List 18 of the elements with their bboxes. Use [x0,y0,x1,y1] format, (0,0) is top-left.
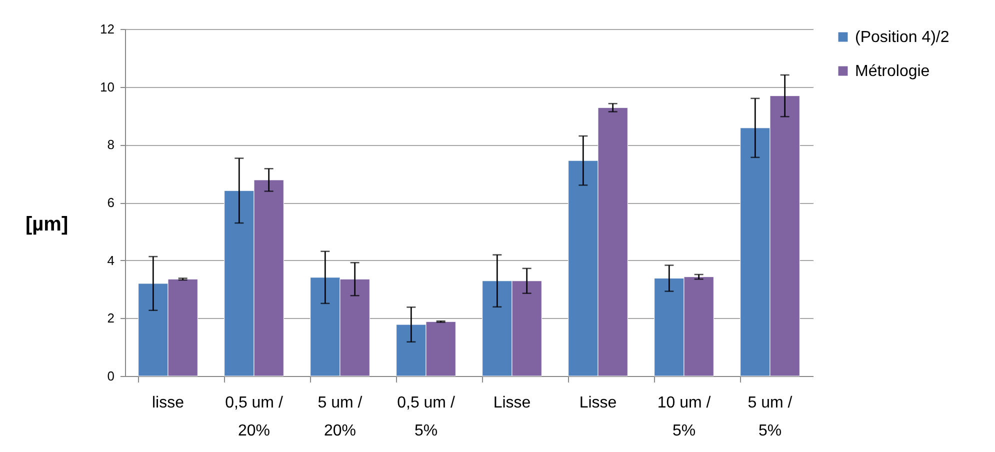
y-axis-title: [µm] [26,214,68,236]
x-tick-label: 5 um / 20% [318,394,363,440]
x-tick-label: 10 um / 5% [657,394,712,440]
x-tick-label: 0,5 um / 5% [397,394,456,440]
legend-label: Métrologie [855,63,930,80]
y-tick-label: 0 [107,368,114,384]
y-tick-label: 4 [107,252,114,268]
x-tick-label: lisse [152,394,184,412]
x-tick-label: Lisse [579,394,617,412]
y-tick-label: 2 [107,310,114,326]
x-tick-label: 0,5 um / 20% [225,394,284,440]
y-tick-label: 12 [100,22,114,36]
x-tick-label: 5 um / 5% [748,394,793,440]
y-tick-label: 8 [107,137,114,152]
x-tick-label: Lisse [493,394,531,412]
legend-label: (Position 4)/2 [855,29,950,46]
y-tick-label: 6 [107,195,114,210]
y-tick-label: 10 [100,79,114,94]
